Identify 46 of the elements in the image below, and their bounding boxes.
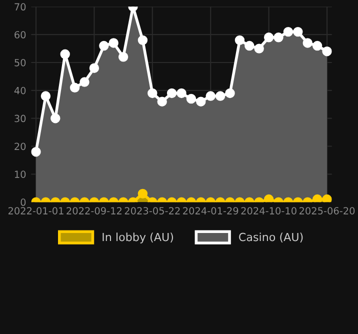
point (89, 63, 100, 73)
y-tick-label: 40 (14, 86, 26, 94)
point (157, 96, 167, 106)
point (108, 38, 118, 48)
legend-label: Casino (AU) (239, 232, 303, 243)
point (302, 38, 312, 48)
point (225, 88, 235, 98)
point (274, 32, 284, 42)
point (99, 40, 109, 51)
y-tick-label: 50 (14, 58, 26, 66)
y-tick-label: 0 (20, 198, 26, 206)
point (196, 96, 206, 106)
point (70, 82, 80, 92)
point (118, 52, 128, 62)
y-tick-label: 70 (14, 3, 26, 11)
point (31, 146, 41, 157)
point (166, 88, 177, 98)
point (234, 35, 245, 46)
point (80, 77, 90, 87)
point (254, 44, 264, 54)
point (215, 91, 226, 101)
point (206, 91, 216, 101)
x-tick-label: 2023-05-22 (124, 207, 180, 214)
y-tick-label: 30 (14, 114, 26, 122)
x-tick-label: 2025-06-20 (299, 207, 355, 214)
point (40, 91, 51, 101)
y-tick-label: 60 (14, 31, 26, 38)
point (138, 35, 148, 46)
y-tick-label: 10 (14, 170, 26, 178)
point (176, 88, 186, 98)
point (186, 94, 196, 104)
point (60, 49, 70, 59)
x-tick-label: 2022-01-01 (8, 207, 64, 214)
x-tick-label: 2022-09-12 (66, 207, 122, 214)
x-tick-label: 2024-10-10 (241, 207, 296, 214)
point (244, 40, 254, 51)
point (283, 26, 294, 37)
x-tick-label: 2024-01-29 (183, 207, 238, 214)
point (312, 40, 322, 51)
point (293, 26, 303, 37)
point (264, 32, 274, 42)
legend-label: In lobby (AU) (102, 232, 174, 244)
y-tick-label: 20 (14, 142, 26, 150)
point (322, 46, 332, 56)
point (148, 88, 158, 98)
point (50, 113, 60, 124)
